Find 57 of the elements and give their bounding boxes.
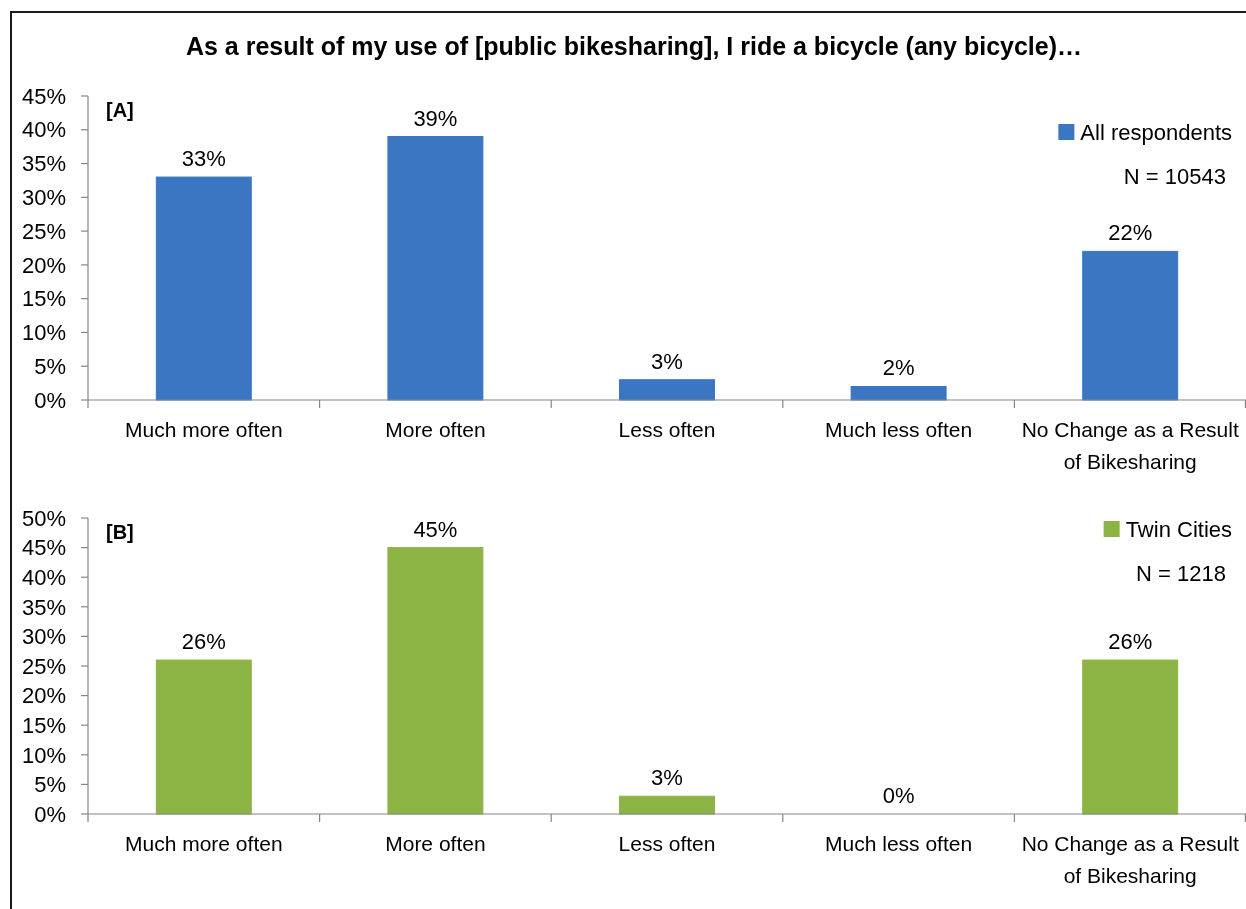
y-tick-label: 15% <box>21 286 66 312</box>
y-tick-label: 30% <box>21 185 66 211</box>
data-label: 22% <box>1108 220 1153 246</box>
y-tick-label: 35% <box>21 151 66 177</box>
annotation: N = 10543 <box>1123 164 1226 189</box>
bar <box>155 659 252 815</box>
data-label: 3% <box>651 765 683 791</box>
y-tick-label: 25% <box>21 218 66 244</box>
x-tick-label: No Change as a Result of Bikesharing <box>1021 418 1239 473</box>
data-label: 2% <box>882 355 915 381</box>
bar <box>1082 659 1179 815</box>
legend-label: All respondents <box>1080 120 1233 145</box>
bar <box>619 795 715 815</box>
x-tick-label: Less often <box>618 832 716 855</box>
y-tick-label: 10% <box>21 320 66 346</box>
annotation: N = 1218 <box>1136 561 1226 586</box>
y-tick-label: 5% <box>34 353 66 379</box>
data-label: 45% <box>413 516 458 542</box>
x-tick-label: Much more often <box>125 418 283 441</box>
bar <box>155 176 252 401</box>
y-tick-label: 40% <box>21 117 66 143</box>
x-tick-label: Much more often <box>125 832 283 855</box>
x-tick-label: No Change as a Result of Bikesharing <box>1021 832 1239 887</box>
y-tick-label: 20% <box>21 252 66 278</box>
x-tick-label: Less often <box>618 418 716 441</box>
x-tick-label: More often <box>385 832 486 855</box>
y-tick-label: 0% <box>34 801 66 827</box>
y-tick-label: 10% <box>21 742 66 768</box>
y-tick-label: 40% <box>21 564 66 590</box>
y-tick-label: 15% <box>21 712 66 738</box>
bar <box>1082 250 1179 401</box>
x-tick-label: Much less often <box>825 832 973 855</box>
bar <box>850 385 947 401</box>
y-tick-label: 35% <box>21 594 66 620</box>
annotation: [B] <box>106 521 134 543</box>
legend-label: Twin Cities <box>1125 517 1232 542</box>
x-tick-label: More often <box>385 418 486 441</box>
annotation: [A] <box>106 99 134 121</box>
x-tick-label: Much less often <box>825 418 973 441</box>
chart-title: As a result of my use of [public bikesharing], I ride a bicycle (any bicycle)… <box>185 32 1083 60</box>
data-label: 39% <box>413 105 458 131</box>
y-tick-label: 5% <box>34 772 66 798</box>
bar <box>387 547 484 815</box>
data-label: 26% <box>1108 629 1153 655</box>
data-label: 26% <box>181 629 226 655</box>
y-tick-label: 45% <box>21 83 66 109</box>
y-tick-label: 50% <box>21 505 66 531</box>
y-tick-label: 20% <box>21 683 66 709</box>
data-label: 33% <box>181 146 226 172</box>
y-tick-label: 25% <box>21 653 66 679</box>
data-label: 3% <box>651 348 683 374</box>
bar <box>619 379 715 401</box>
data-label: 0% <box>882 783 915 808</box>
bar <box>387 136 484 401</box>
y-tick-label: 45% <box>21 535 66 561</box>
y-tick-label: 0% <box>34 387 66 413</box>
y-tick-label: 30% <box>21 624 66 650</box>
